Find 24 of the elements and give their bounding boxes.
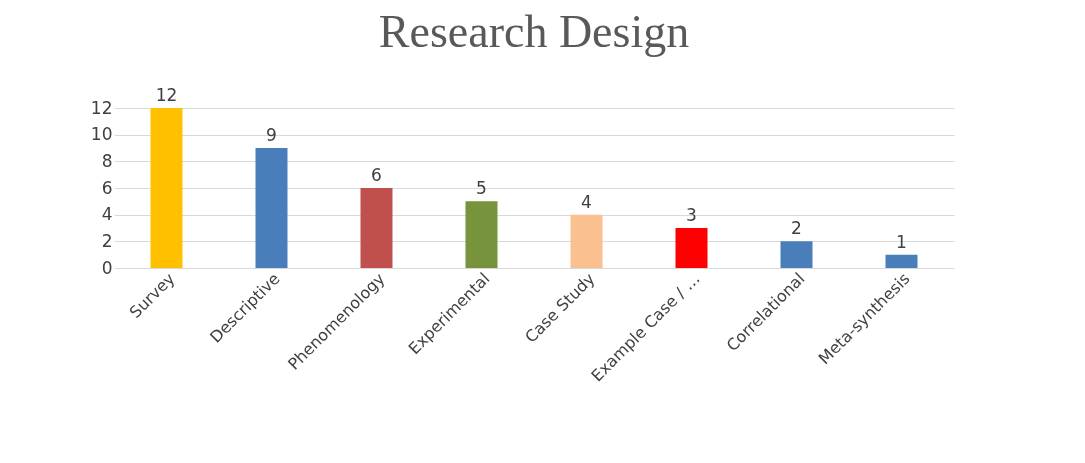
data-label: 12 — [155, 85, 178, 105]
bar — [675, 228, 708, 268]
y-tick-label: 8 — [101, 150, 113, 171]
bar — [150, 108, 183, 268]
bar — [885, 254, 918, 268]
y-tick-label: 10 — [90, 124, 113, 145]
data-label: 3 — [686, 205, 697, 225]
bar — [465, 201, 498, 268]
data-label: 4 — [581, 191, 592, 212]
data-label: 2 — [791, 218, 802, 239]
bar — [255, 148, 288, 268]
bar — [570, 214, 603, 268]
bar — [360, 188, 393, 268]
y-tick-label: 0 — [101, 257, 113, 278]
data-label: 6 — [371, 165, 382, 185]
y-tick-label: 6 — [101, 177, 113, 198]
chart-title: Research Design — [378, 6, 690, 57]
bar — [780, 241, 813, 268]
data-label: 9 — [266, 125, 277, 145]
data-label: 5 — [476, 178, 487, 199]
data-label: 1 — [896, 231, 907, 252]
y-tick-label: 2 — [101, 230, 113, 251]
y-tick-label: 4 — [101, 204, 113, 225]
y-tick-label: 12 — [90, 97, 113, 118]
